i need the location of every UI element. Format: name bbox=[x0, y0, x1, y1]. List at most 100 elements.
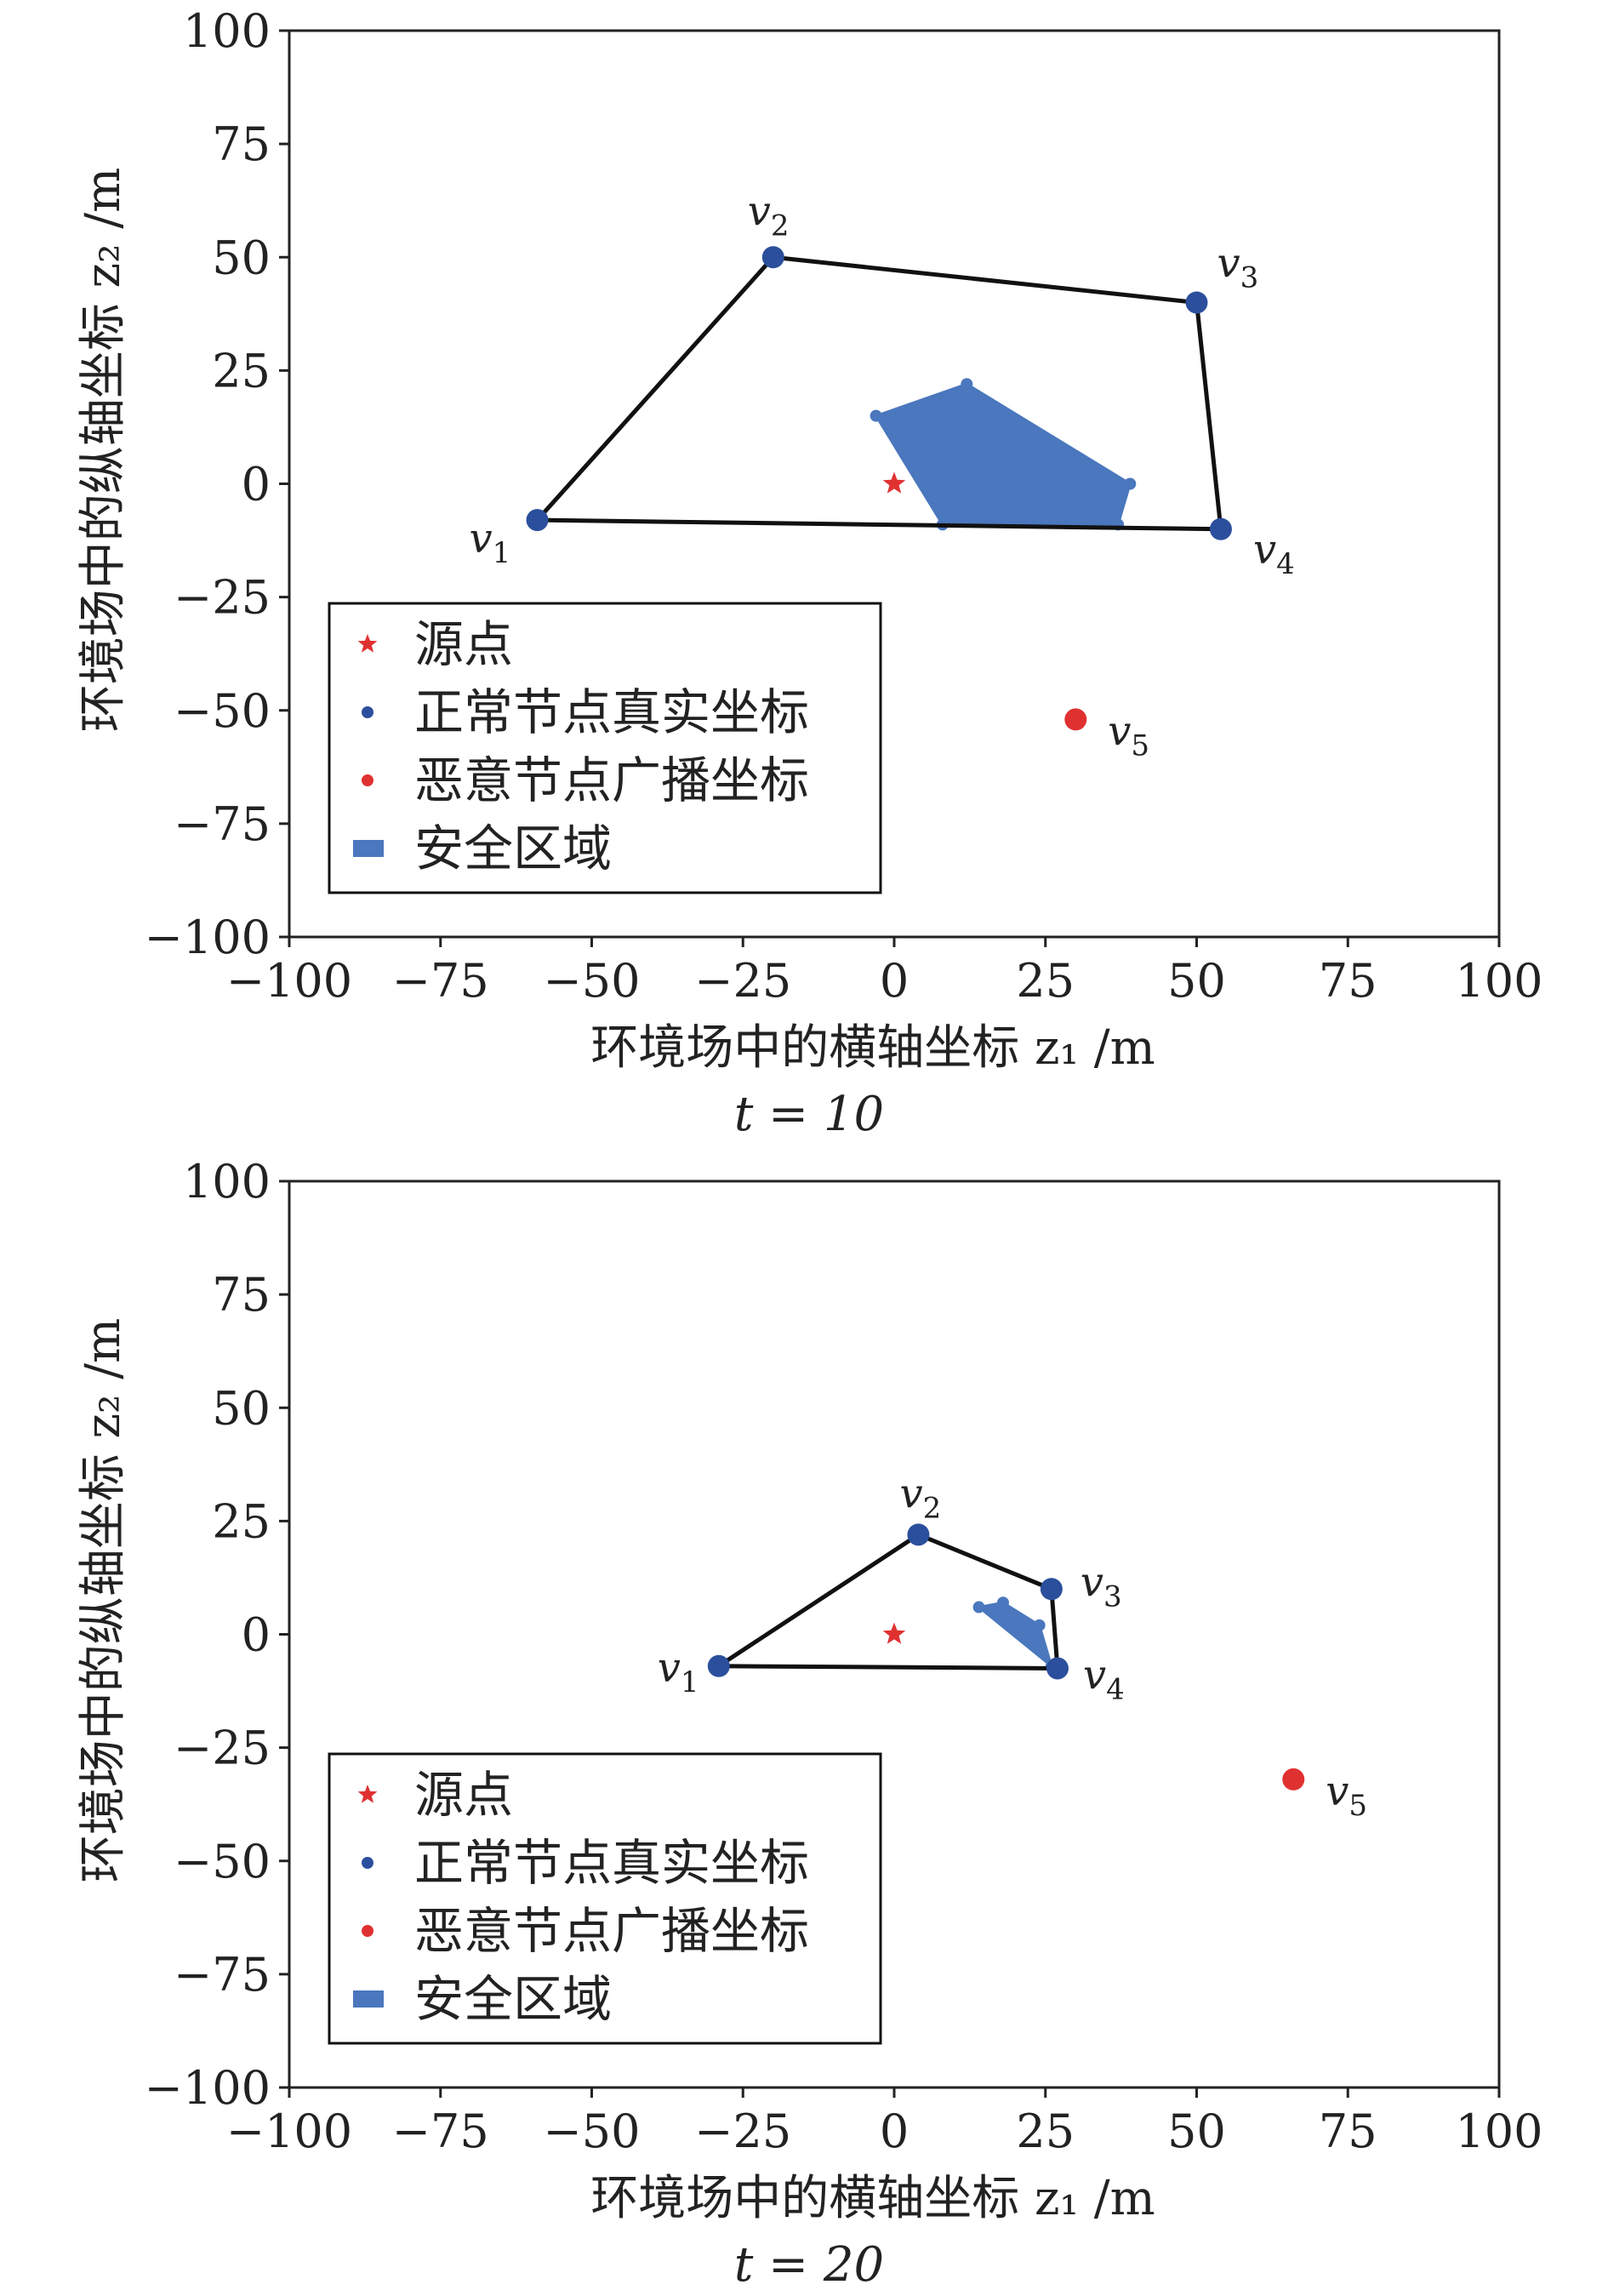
y-tick-label: 25 bbox=[212, 1494, 271, 1548]
normal-node-4 bbox=[1209, 517, 1232, 540]
y-tick-label: −75 bbox=[174, 1948, 271, 2002]
y-tick-label: 75 bbox=[212, 1268, 271, 1322]
y-tick-label: −50 bbox=[174, 1835, 271, 1888]
legend-entry-1: 源点 bbox=[414, 1766, 513, 1824]
y-tick-label: 100 bbox=[183, 4, 271, 58]
malicious-node-5 bbox=[1064, 708, 1087, 731]
normal-node-4 bbox=[1046, 1657, 1069, 1680]
normal-node-1-label-sub: 1 bbox=[681, 1665, 699, 1699]
x-tick-label: 0 bbox=[880, 954, 909, 1008]
source-point-star bbox=[882, 471, 906, 494]
y-axis-label: 环境场中的纵轴坐标 z₂ /m bbox=[76, 1318, 131, 1883]
safe-region-vertex bbox=[1124, 477, 1137, 490]
normal-node-3 bbox=[1185, 291, 1208, 314]
normal-node-1-label: v1 bbox=[470, 515, 511, 570]
legend-box bbox=[328, 1752, 882, 2045]
x-tick-label: −75 bbox=[392, 954, 489, 1008]
y-tick-label: 0 bbox=[242, 1608, 271, 1662]
legend-source-marker bbox=[357, 1785, 378, 1803]
normal-node-1 bbox=[526, 509, 549, 532]
normal-node-4-label-sub: 4 bbox=[1106, 1672, 1125, 1706]
legend-entry-1: 源点 bbox=[414, 615, 513, 673]
y-tick-label: 0 bbox=[242, 458, 271, 511]
y-tick-label: 50 bbox=[212, 231, 271, 284]
normal-node-3-label-sub: 3 bbox=[1103, 1579, 1122, 1613]
normal-node-3-label: v3 bbox=[1081, 1558, 1122, 1613]
legend-normal-marker bbox=[362, 706, 373, 718]
y-tick-label: 50 bbox=[212, 1381, 271, 1435]
legend-source-marker bbox=[357, 634, 378, 653]
y-tick-label: 25 bbox=[212, 344, 271, 397]
x-axis-label: 环境场中的横轴坐标 z₁ /m bbox=[590, 1020, 1155, 1076]
malicious-node-5-label-sub: 5 bbox=[1131, 728, 1149, 762]
normal-node-1 bbox=[707, 1654, 730, 1677]
legend-safe-marker bbox=[353, 840, 384, 857]
safe-region-polygon bbox=[875, 382, 1132, 526]
legend-safe-marker bbox=[353, 1990, 384, 2008]
normal-node-2-label-main: v bbox=[899, 1470, 922, 1517]
safe-region-vertex bbox=[870, 409, 882, 422]
x-tick-label: 0 bbox=[880, 2105, 909, 2158]
normal-node-1-label: v1 bbox=[658, 1644, 699, 1699]
malicious-node-5-label: v5 bbox=[1326, 1768, 1367, 1823]
x-tick-label: −50 bbox=[544, 954, 641, 1008]
safe-region-polygon bbox=[978, 1601, 1053, 1668]
x-tick-label: 25 bbox=[1016, 2105, 1075, 2158]
x-tick-label: −50 bbox=[544, 2105, 641, 2158]
y-tick-label: −50 bbox=[174, 684, 271, 738]
normal-node-4-label-main: v bbox=[1253, 526, 1276, 574]
legend-entry-2: 正常节点真实坐标 bbox=[414, 1834, 809, 1892]
y-tick-label: −100 bbox=[145, 2061, 271, 2115]
legend-entry-2: 正常节点真实坐标 bbox=[414, 683, 809, 741]
x-tick-label: 25 bbox=[1016, 954, 1075, 1008]
legend-malicious-marker bbox=[362, 1925, 373, 1937]
malicious-node-5-label-main: v bbox=[1326, 1768, 1349, 1815]
legend-box bbox=[328, 602, 882, 894]
normal-node-3-label-sub: 3 bbox=[1240, 261, 1259, 295]
x-tick-label: 50 bbox=[1167, 2105, 1226, 2158]
normal-node-2-label-main: v bbox=[748, 187, 771, 235]
chart-panel-1: −100 −75 −50 −25 0 25 50 75 100−100−75−50−250255… bbox=[76, 4, 1543, 1142]
normal-node-4-label: v4 bbox=[1253, 526, 1295, 581]
normal-node-3-label: v3 bbox=[1217, 240, 1259, 295]
y-tick-label: −25 bbox=[174, 1722, 271, 1775]
chart-panel-2: −100 −75 −50 −25 0 25 50 75 100−100−75−50−250255… bbox=[76, 1155, 1543, 2293]
malicious-node-5-label-main: v bbox=[1108, 707, 1131, 755]
chart-title: t = 20 bbox=[734, 2237, 884, 2293]
normal-node-1-label-main: v bbox=[658, 1644, 681, 1692]
normal-node-1-label-sub: 1 bbox=[493, 536, 511, 570]
chart-title: t = 10 bbox=[734, 1087, 884, 1142]
x-tick-label: 75 bbox=[1319, 2105, 1377, 2158]
x-tick-label: −75 bbox=[392, 2105, 489, 2158]
safe-region-vertex bbox=[972, 1601, 985, 1613]
x-tick-label: 100 bbox=[1455, 954, 1542, 1008]
normal-node-2-label-sub: 2 bbox=[771, 208, 790, 243]
source-point-star bbox=[882, 1622, 906, 1644]
legend-entry-3: 恶意节点广播坐标 bbox=[414, 751, 809, 809]
y-axis-label: 环境场中的纵轴坐标 z₂ /m bbox=[76, 168, 131, 733]
normal-node-2-label-sub: 2 bbox=[923, 1491, 942, 1525]
x-tick-label: −25 bbox=[694, 954, 791, 1008]
malicious-node-5-label-sub: 5 bbox=[1349, 1789, 1367, 1823]
x-tick-label: −100 bbox=[226, 2105, 352, 2158]
x-tick-label: −100 bbox=[226, 954, 352, 1008]
normal-node-2 bbox=[761, 246, 784, 269]
x-tick-label: 75 bbox=[1319, 954, 1377, 1008]
y-tick-label: 100 bbox=[183, 1155, 271, 1208]
malicious-node-5 bbox=[1282, 1768, 1305, 1791]
legend-normal-marker bbox=[362, 1857, 373, 1869]
x-tick-label: 100 bbox=[1455, 2105, 1542, 2158]
normal-node-4-label-main: v bbox=[1083, 1651, 1106, 1699]
y-tick-label: 75 bbox=[212, 117, 271, 171]
safe-region-vertex bbox=[1033, 1619, 1046, 1631]
malicious-node-5-label: v5 bbox=[1108, 707, 1149, 762]
x-tick-label: −25 bbox=[694, 2105, 791, 2158]
safe-region-vertex bbox=[996, 1596, 1009, 1609]
normal-node-4-label: v4 bbox=[1083, 1651, 1125, 1706]
y-tick-label: −100 bbox=[145, 911, 271, 964]
x-axis-label: 环境场中的横轴坐标 z₁ /m bbox=[590, 2171, 1155, 2226]
normal-node-4-label-sub: 4 bbox=[1276, 547, 1295, 581]
